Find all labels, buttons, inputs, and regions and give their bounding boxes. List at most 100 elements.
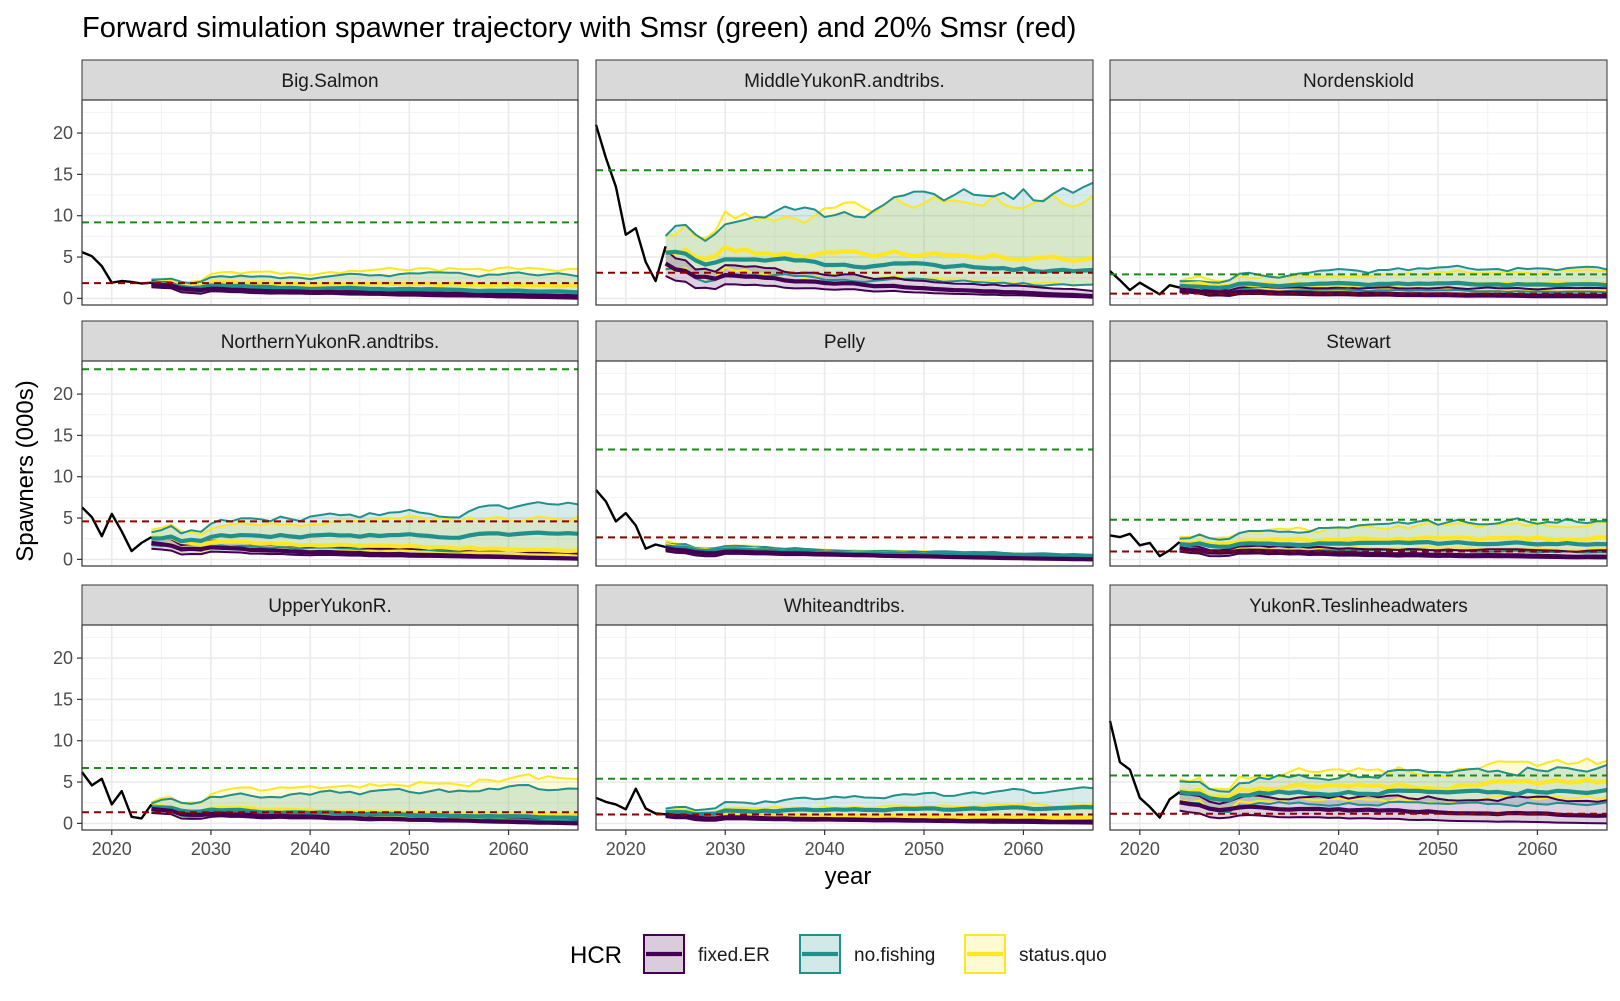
facet-strip: [81, 59, 579, 101]
upper-bound-fixed.ER: [664, 249, 1094, 292]
x-axis-title: year: [825, 863, 872, 890]
x-tick-label: 2040: [805, 839, 845, 859]
median-line-status.quo: [1179, 777, 1608, 799]
facet-strip-label: Stewart: [1326, 332, 1391, 353]
panel-background: [82, 100, 578, 305]
facet-panel: Big.Salmon 0 5 10 15 20: [53, 59, 579, 308]
median-line-fixed.ER: [151, 806, 579, 826]
x-tick-label: 2060: [1003, 839, 1043, 859]
facet-strip: [595, 320, 1094, 362]
legend-title: HCR: [570, 942, 622, 969]
median-line-status.quo: [665, 810, 1094, 820]
upper-bound-no.fishing: [1179, 264, 1608, 284]
facet-strip-label: YukonR.Teslinheadwaters: [1249, 596, 1468, 617]
chart-title: Forward simulation spawner trajectory wi…: [82, 12, 1076, 44]
facet-panel: Whiteandtribs. 2020 2030 2040 2050 2060: [595, 584, 1094, 859]
facet-strip-label: NorthernYukonR.andtribs.: [221, 332, 440, 353]
historical-line: [1109, 270, 1180, 296]
median-line-no.fishing: [1179, 787, 1608, 803]
y-tick-label: 5: [63, 508, 73, 528]
median-line-no.fishing: [1179, 540, 1608, 549]
median-line-fixed.ER: [665, 545, 1094, 562]
y-tick-label: 20: [53, 123, 73, 143]
historical-line: [595, 489, 666, 550]
median-line-status.quo: [665, 245, 1094, 263]
y-tick-label: 5: [63, 247, 73, 267]
x-tick-label: 2020: [92, 839, 132, 859]
x-tick-label: 2030: [705, 839, 745, 859]
legend-label-fixed.ER: fixed.ER: [698, 945, 770, 966]
facet-strip: [595, 59, 1094, 101]
upper-bound-status.quo: [665, 194, 1094, 240]
median-line-status.quo: [1179, 535, 1608, 547]
legend-label-no.fishing: no.fishing: [854, 945, 935, 966]
x-tick-label: 2040: [290, 839, 330, 859]
y-tick-label: 10: [53, 467, 73, 487]
panel-border: [1109, 99, 1608, 306]
median-line-no.fishing: [1179, 280, 1608, 290]
upper-bound-no.fishing: [665, 542, 1094, 556]
upper-bound-no.fishing: [151, 784, 579, 805]
lower-bound-fixed.ER: [665, 275, 1094, 299]
x-tick-label: 2060: [489, 839, 529, 859]
upper-bound-no.fishing: [1179, 517, 1608, 541]
panel-border: [1109, 360, 1608, 567]
x-tick-label: 2040: [1319, 839, 1359, 859]
y-tick-label: 10: [53, 206, 73, 226]
historical-line: [595, 787, 666, 816]
facet-strip: [1109, 320, 1608, 362]
median-line-no.fishing: [665, 249, 1094, 274]
historical-line: [81, 250, 152, 285]
historical-line: [1108, 720, 1181, 819]
historical-line: [81, 771, 153, 820]
x-tick-label: 2020: [1120, 839, 1160, 859]
upper-bound-no.fishing: [151, 501, 579, 535]
median-line-no.fishing: [151, 530, 579, 544]
facet-strip-label: Whiteandtribs.: [784, 596, 905, 617]
y-tick-label: 5: [63, 772, 73, 792]
upper-bound-fixed.ER: [1179, 543, 1608, 553]
legend: HCR fixed.ER no.fishing status.quo: [570, 934, 1107, 974]
median-line-fixed.ER: [664, 261, 1094, 299]
facet-strip: [81, 320, 579, 362]
lower-bound-no.fishing: [1179, 287, 1608, 295]
median-line-fixed.ER: [1179, 546, 1608, 559]
panel-background: [596, 625, 1093, 830]
x-tick-label: 2020: [606, 839, 646, 859]
panel-border: [81, 624, 579, 831]
panel-border: [595, 624, 1094, 831]
facet-panel: NorthernYukonR.andtribs. 0 5 10 15 20: [53, 320, 579, 569]
upper-bound-no.fishing: [151, 271, 579, 285]
lower-bound-fixed.ER: [1179, 809, 1608, 825]
y-tick-label: 20: [53, 648, 73, 668]
facet-strip-label: Big.Salmon: [281, 71, 378, 92]
median-line-fixed.ER: [1179, 287, 1608, 298]
panel-background: [1110, 361, 1607, 566]
facet-panel: Nordenskiold: [1109, 59, 1608, 306]
median-line-status.quo: [151, 534, 579, 554]
y-tick-label: 20: [53, 384, 73, 404]
upper-bound-no.fishing: [664, 181, 1094, 242]
upper-bound-status.quo: [151, 266, 579, 285]
panel-border: [81, 360, 579, 567]
upper-bound-no.fishing: [665, 786, 1094, 812]
panel-border: [595, 99, 1094, 306]
y-tick-label: 0: [63, 549, 73, 569]
median-line-fixed.ER: [665, 812, 1094, 825]
median-line-no.fishing: [151, 281, 579, 295]
median-line-no.fishing: [665, 804, 1094, 817]
upper-bound-status.quo: [665, 802, 1094, 814]
panel-border: [1109, 624, 1608, 831]
panel-border: [595, 360, 1094, 567]
ribbon-status.quo: [665, 195, 1093, 286]
x-tick-label: 2050: [904, 839, 944, 859]
median-line-fixed.ER: [151, 540, 579, 561]
facet-panel: Stewart: [1109, 320, 1608, 567]
facet-strip-label: Nordenskiold: [1303, 71, 1414, 92]
legend-label-status.quo: status.quo: [1019, 945, 1107, 966]
facet-strip-label: MiddleYukonR.andtribs.: [744, 71, 945, 92]
y-tick-label: 0: [63, 813, 73, 833]
median-line-no.fishing: [151, 805, 579, 820]
panel-background: [596, 361, 1093, 566]
